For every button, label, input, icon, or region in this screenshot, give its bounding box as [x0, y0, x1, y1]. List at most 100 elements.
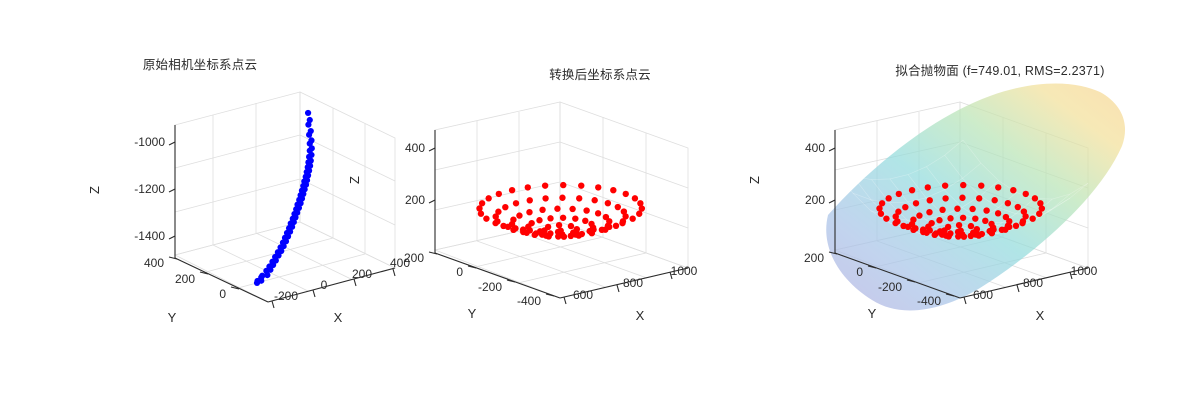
grid-wall-left — [174, 91, 301, 256]
data-point — [969, 205, 976, 213]
subplot-1-axes: -1000 -1200 -1400 Z 400 200 0 Y — [87, 91, 410, 325]
data-point — [1014, 203, 1022, 211]
data-point — [1037, 200, 1044, 207]
y-tick: 200 — [175, 272, 195, 286]
z-tick: 200 — [805, 193, 825, 207]
data-point — [536, 228, 544, 235]
z-axis-label: Z — [347, 176, 362, 184]
x-tick: 600 — [973, 288, 993, 302]
y-tick: 400 — [144, 256, 164, 270]
y-tick: -400 — [917, 294, 941, 308]
data-point — [908, 186, 916, 194]
data-point — [536, 217, 543, 224]
data-point — [526, 208, 533, 216]
data-point — [1022, 190, 1029, 198]
z-tick: 200 — [405, 193, 425, 207]
data-point — [476, 205, 483, 212]
data-point — [542, 195, 549, 202]
z-tick: 400 — [405, 141, 425, 155]
data-point — [931, 231, 938, 239]
data-point — [955, 221, 963, 229]
data-point — [994, 210, 1002, 217]
subplot-2-axes: 400 200 Z 200 0 -200 -400 Y — [347, 101, 698, 323]
data-point — [883, 215, 890, 222]
data-point — [1036, 210, 1043, 217]
x-tick: 400 — [390, 256, 410, 270]
data-point — [976, 195, 983, 202]
data-point — [583, 207, 590, 214]
data-point — [959, 194, 966, 201]
data-point — [945, 233, 952, 240]
data-point — [547, 215, 554, 222]
data-point — [512, 200, 520, 207]
x-axis-label: X — [334, 310, 343, 325]
data-point — [895, 208, 902, 215]
data-point — [924, 184, 931, 191]
data-point — [594, 210, 602, 217]
data-point — [259, 272, 266, 279]
subplot-3-axes: 400 200 Z 200 0 -200 -400 Y — [747, 83, 1126, 323]
data-point — [916, 212, 923, 219]
data-point — [483, 215, 490, 222]
data-point — [545, 233, 552, 240]
data-point — [588, 220, 595, 228]
z-axis-label: Z — [747, 176, 762, 184]
data-point — [508, 186, 516, 194]
data-point — [572, 215, 579, 222]
data-point — [307, 127, 314, 135]
data-point — [559, 214, 567, 221]
point-cloud-red — [476, 181, 646, 240]
x-axis-label: X — [1036, 308, 1045, 323]
data-point — [524, 184, 531, 191]
y-tick: 0 — [856, 265, 863, 279]
x-axis: 600 800 1000 X — [559, 264, 698, 323]
y-tick: 200 — [804, 251, 824, 265]
data-point — [567, 222, 575, 230]
fitted-paraboloid-surface — [826, 83, 1126, 311]
data-point — [631, 195, 639, 202]
data-point — [972, 215, 979, 222]
data-point — [959, 214, 967, 221]
data-point — [939, 206, 946, 214]
data-point — [1020, 208, 1028, 215]
data-point — [531, 231, 538, 239]
data-point — [573, 228, 580, 235]
z-axis: 400 200 Z — [347, 130, 436, 253]
data-point — [967, 232, 975, 240]
data-point — [904, 223, 912, 231]
data-point — [539, 206, 546, 214]
data-point — [595, 184, 602, 191]
x-tick: -200 — [274, 289, 298, 303]
data-point — [637, 200, 644, 207]
data-point — [967, 222, 975, 230]
data-point — [1006, 223, 1013, 231]
data-point — [990, 226, 997, 233]
data-point — [591, 197, 598, 204]
data-point — [926, 197, 933, 204]
data-point — [954, 205, 961, 212]
y-axis-label: Y — [868, 306, 877, 321]
data-point — [895, 190, 903, 198]
data-point — [878, 200, 886, 207]
z-axis-label: Z — [87, 186, 102, 194]
y-tick: -200 — [878, 280, 902, 294]
data-point — [485, 195, 492, 202]
x-tick: 0 — [321, 278, 328, 292]
data-point — [885, 195, 892, 202]
data-point — [619, 219, 626, 227]
data-point — [590, 226, 597, 233]
data-point — [919, 226, 927, 233]
data-point — [516, 212, 523, 219]
subplot-2: 转换后坐标系点云 — [347, 0, 800, 400]
data-point — [622, 190, 629, 198]
data-point — [526, 197, 533, 204]
data-point — [541, 182, 549, 189]
data-point — [492, 219, 499, 227]
data-point — [978, 182, 985, 189]
x-tick: 800 — [1023, 276, 1043, 290]
z-axis: 400 200 Z — [747, 130, 836, 253]
y-tick: -200 — [478, 280, 502, 294]
data-point — [1010, 187, 1017, 194]
data-point — [876, 205, 883, 212]
z-tick: -1400 — [134, 229, 165, 243]
